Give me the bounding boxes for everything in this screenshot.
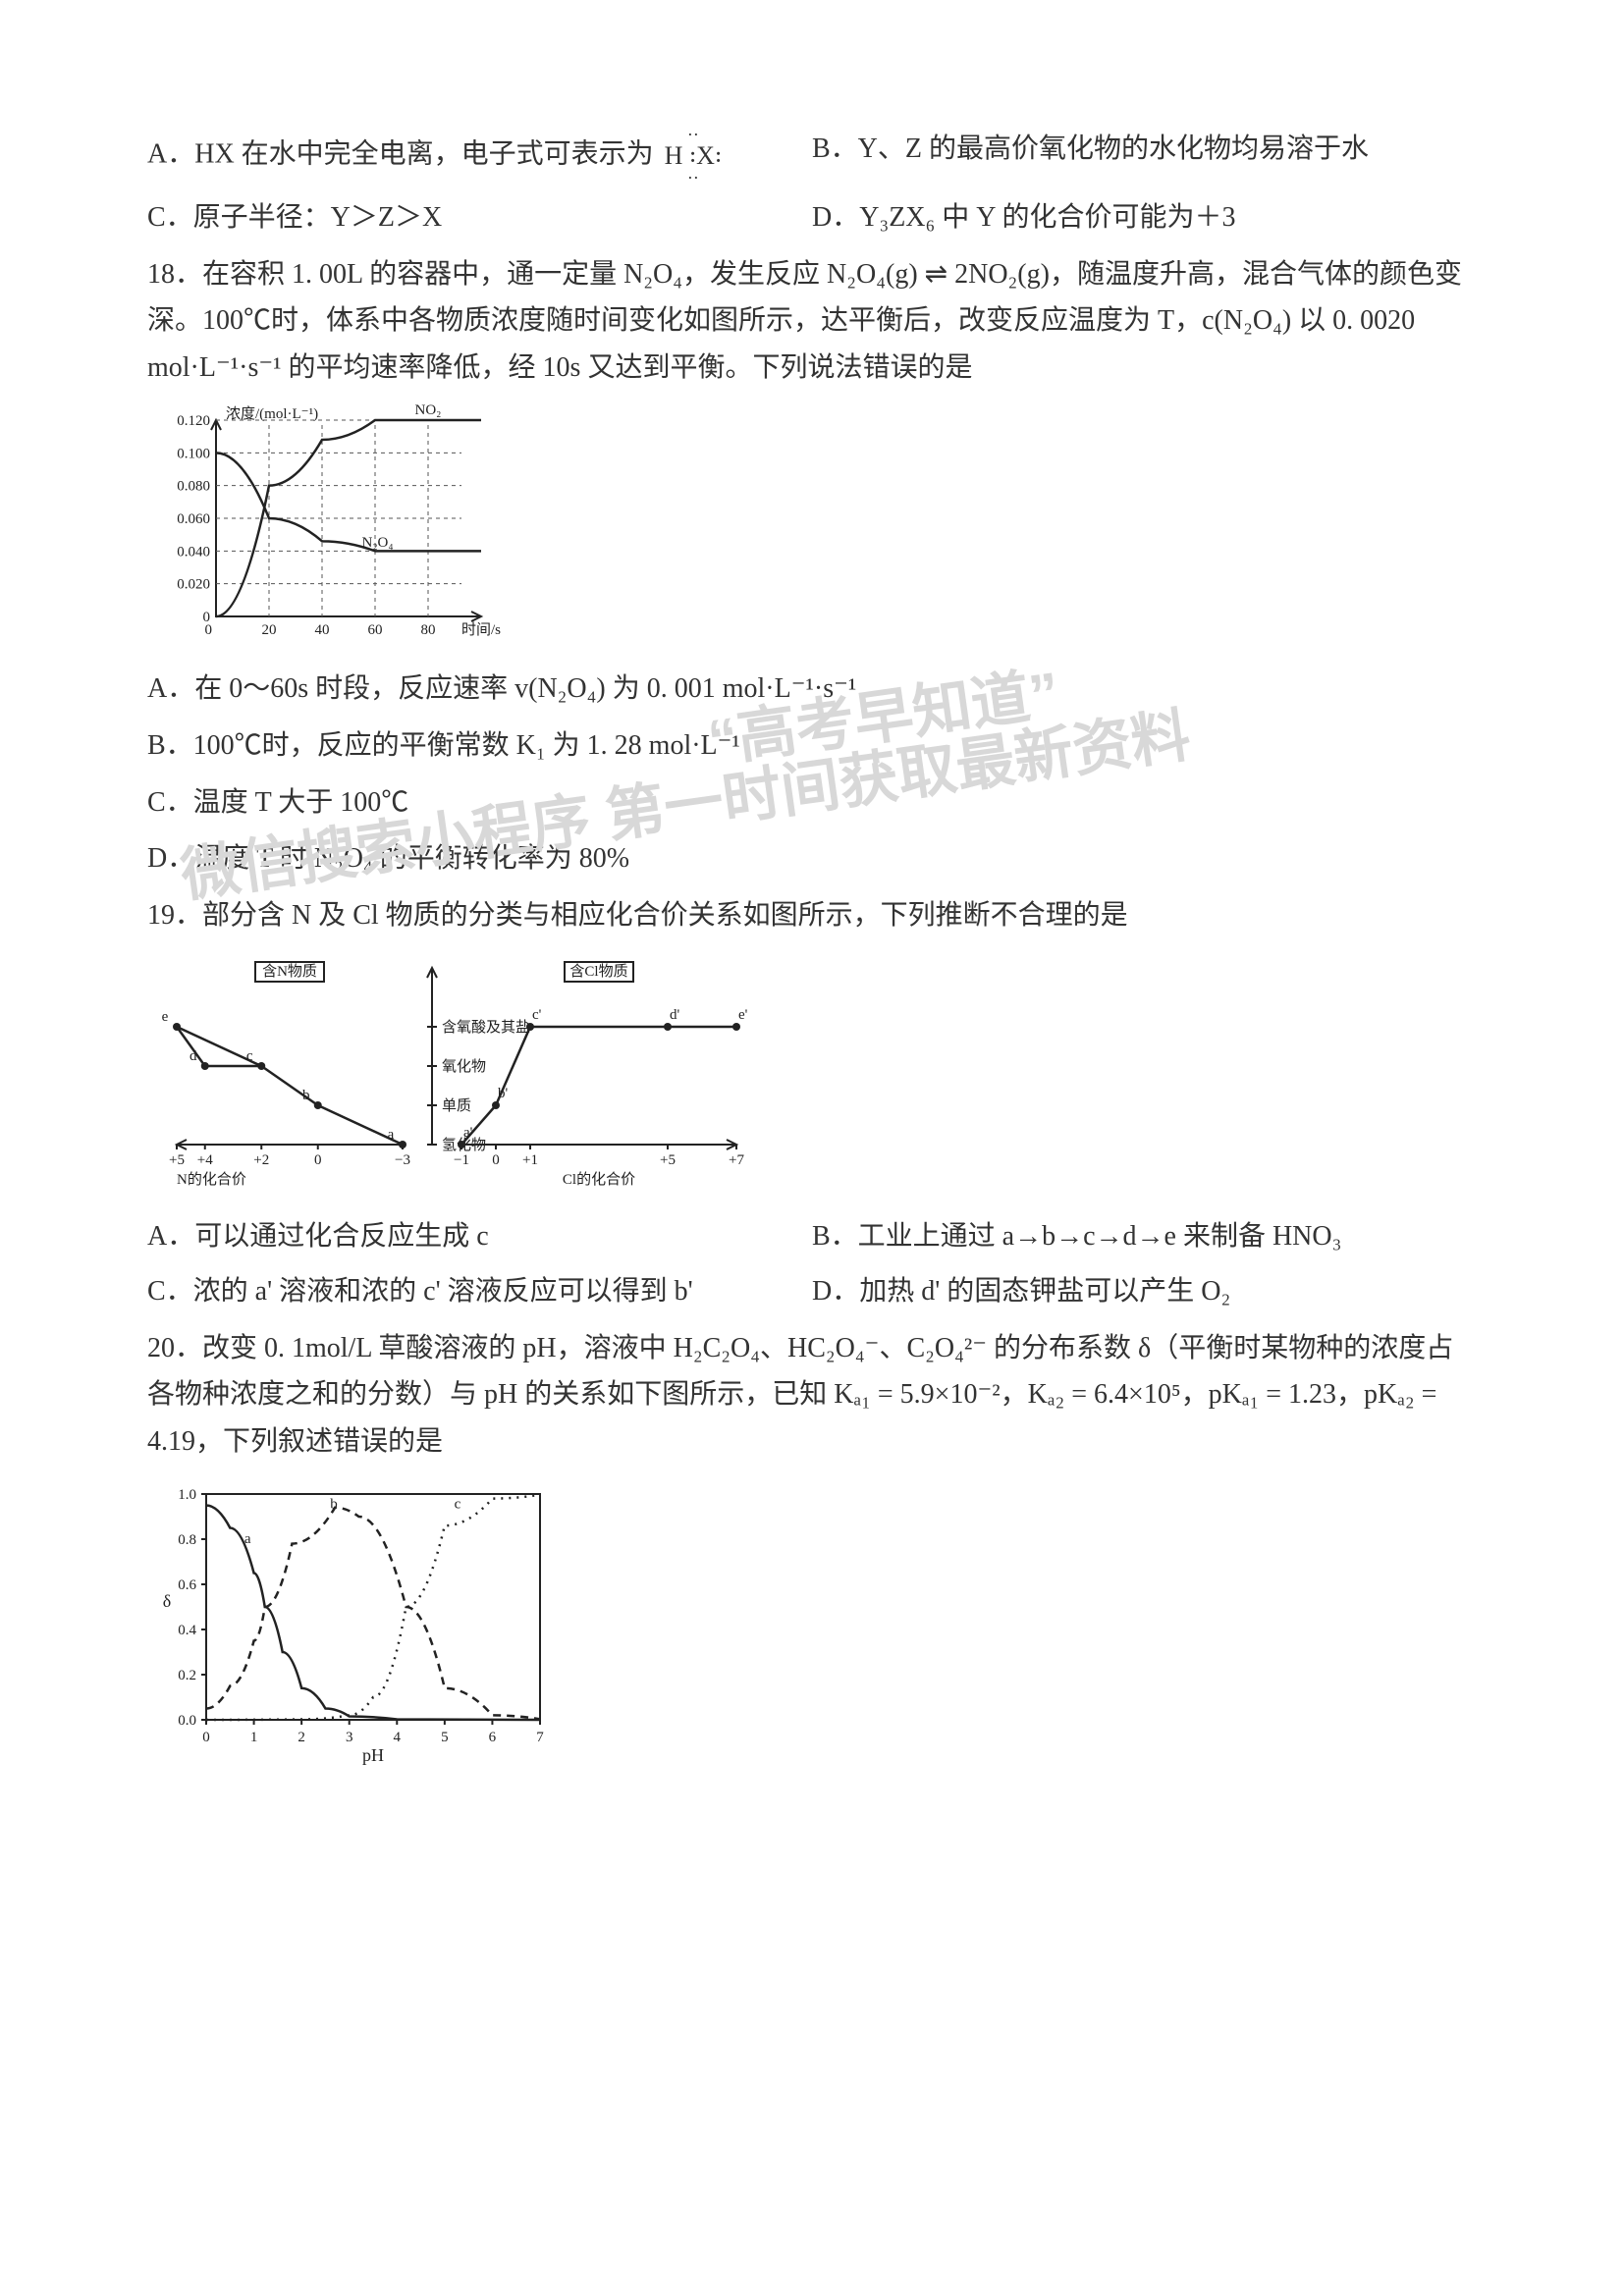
q18-option-a: A．在 0～60s 时段，反应速率 v(N₂O₄) 为 0. 001 mol·L… bbox=[147, 666, 1477, 713]
svg-text:1.0: 1.0 bbox=[178, 1487, 196, 1503]
svg-text:−3: −3 bbox=[395, 1152, 410, 1168]
q17-option-c: C．原子半径：Y＞Z＞X bbox=[147, 194, 812, 241]
svg-text:+2: +2 bbox=[253, 1152, 269, 1168]
q17-a-pre: A．HX 在水中完全电离，电子式可表示为 bbox=[147, 138, 654, 169]
svg-text:含Cl物质: 含Cl物质 bbox=[569, 963, 627, 980]
svg-text:δ: δ bbox=[163, 1591, 171, 1611]
lewis-structure: ·· H ꞉X꞉ ·· bbox=[661, 126, 727, 187]
q17-row-cd: C．原子半径：Y＞Z＞X D．Y₃ZX₆ 中 Y 的化合价可能为＋3 bbox=[147, 194, 1477, 241]
svg-text:pH: pH bbox=[362, 1745, 384, 1765]
svg-text:0.0: 0.0 bbox=[178, 1713, 196, 1729]
q17-option-b: B．Y、Z 的最高价氧化物的水化物均易溶于水 bbox=[812, 126, 1477, 187]
q17-row-ab: A．HX 在水中完全电离，电子式可表示为 ·· H ꞉X꞉ ·· B．Y、Z 的… bbox=[147, 126, 1477, 187]
svg-text:6: 6 bbox=[489, 1730, 497, 1745]
svg-text:d': d' bbox=[670, 1007, 680, 1023]
lewis-mid: H ꞉X꞉ bbox=[665, 143, 723, 169]
svg-text:Cl的化合价: Cl的化合价 bbox=[563, 1171, 635, 1188]
q20-stem: 20．改变 0. 1mol/L 草酸溶液的 pH，溶液中 H₂C₂O₄、HC₂O… bbox=[147, 1325, 1477, 1466]
svg-text:0.6: 0.6 bbox=[178, 1577, 196, 1593]
svg-text:−1: −1 bbox=[454, 1152, 469, 1168]
svg-text:0.4: 0.4 bbox=[178, 1623, 196, 1638]
svg-text:N₂O₄: N₂O₄ bbox=[362, 535, 394, 551]
q17-option-d: D．Y₃ZX₆ 中 Y 的化合价可能为＋3 bbox=[812, 194, 1477, 241]
svg-text:0.120: 0.120 bbox=[177, 413, 210, 429]
svg-text:+4: +4 bbox=[197, 1152, 213, 1168]
svg-text:0.020: 0.020 bbox=[177, 577, 210, 593]
q19-option-d: D．加热 d' 的固态钾盐可以产生 O₂ bbox=[812, 1268, 1477, 1315]
q19-option-b: B．工业上通过 a→b→c→d→e 来制备 HNO₃ bbox=[812, 1213, 1477, 1260]
svg-text:0.040: 0.040 bbox=[177, 545, 210, 561]
q19-stem: 19．部分含 N 及 Cl 物质的分类与相应化合价关系如图所示，下列推断不合理的… bbox=[147, 892, 1477, 939]
svg-text:+5: +5 bbox=[660, 1152, 676, 1168]
svg-text:4: 4 bbox=[394, 1730, 402, 1745]
svg-text:20: 20 bbox=[262, 622, 277, 638]
q18-option-d: D．温度 T 时 N₂O₄ 的平衡转化率为 80% bbox=[147, 835, 1477, 882]
svg-text:e: e bbox=[162, 1009, 169, 1025]
q18-option-b: B．100℃时，反应的平衡常数 K₁ 为 1. 28 mol·L⁻¹ bbox=[147, 722, 1477, 770]
svg-text:NO₂: NO₂ bbox=[415, 402, 442, 418]
q18-chart: 00.0200.0400.0600.0800.1000.120204060800… bbox=[147, 400, 501, 656]
svg-text:0: 0 bbox=[314, 1152, 322, 1168]
svg-text:3: 3 bbox=[346, 1730, 353, 1745]
svg-text:a: a bbox=[244, 1531, 251, 1547]
q18-option-c: C．温度 T 大于 100℃ bbox=[147, 779, 1477, 827]
svg-text:0: 0 bbox=[205, 622, 213, 638]
q19-chart: 含氧酸及其盐氧化物单质氢化物+5+4+20−3N的化合价−10+1+5+7Cl的… bbox=[147, 948, 756, 1203]
svg-text:c: c bbox=[455, 1497, 461, 1513]
svg-text:0.100: 0.100 bbox=[177, 447, 210, 462]
svg-text:60: 60 bbox=[368, 622, 383, 638]
svg-text:0.8: 0.8 bbox=[178, 1532, 196, 1548]
svg-text:+5: +5 bbox=[169, 1152, 185, 1168]
svg-text:N的化合价: N的化合价 bbox=[177, 1171, 246, 1188]
svg-text:40: 40 bbox=[315, 622, 330, 638]
svg-text:+7: +7 bbox=[729, 1152, 744, 1168]
svg-text:浓度/(mol·L⁻¹): 浓度/(mol·L⁻¹) bbox=[226, 405, 318, 422]
svg-text:b: b bbox=[330, 1497, 338, 1513]
q19-row-ab: A．可以通过化合反应生成 c B．工业上通过 a→b→c→d→e 来制备 HNO… bbox=[147, 1213, 1477, 1260]
q19-row-cd: C．浓的 a' 溶液和浓的 c' 溶液反应可以得到 b' D．加热 d' 的固态… bbox=[147, 1268, 1477, 1315]
q17-option-a: A．HX 在水中完全电离，电子式可表示为 ·· H ꞉X꞉ ·· bbox=[147, 126, 812, 187]
svg-text:0: 0 bbox=[202, 1730, 210, 1745]
q19-option-a: A．可以通过化合反应生成 c bbox=[147, 1213, 812, 1260]
q20-chart: 0.0 0.2 0.4 0.6 0.8 1.0 0 1 2 3 4 5 6 7 δ pH a b c bbox=[147, 1474, 560, 1769]
svg-text:0: 0 bbox=[492, 1152, 500, 1168]
svg-text:时间/s: 时间/s bbox=[461, 621, 501, 638]
svg-text:0.2: 0.2 bbox=[178, 1668, 196, 1683]
q19-option-c: C．浓的 a' 溶液和浓的 c' 溶液反应可以得到 b' bbox=[147, 1268, 812, 1315]
svg-text:含N物质: 含N物质 bbox=[262, 963, 317, 980]
q18-stem: 18．在容积 1. 00L 的容器中，通一定量 N₂O₄，发生反应 N₂O₄(g… bbox=[147, 251, 1477, 392]
svg-text:氧化物: 氧化物 bbox=[442, 1058, 486, 1075]
svg-text:7: 7 bbox=[536, 1730, 544, 1745]
lewis-bot: ·· bbox=[665, 169, 723, 187]
svg-text:单质: 单质 bbox=[442, 1097, 471, 1114]
svg-text:80: 80 bbox=[421, 622, 436, 638]
svg-text:0.080: 0.080 bbox=[177, 479, 210, 495]
svg-text:5: 5 bbox=[441, 1730, 449, 1745]
svg-text:1: 1 bbox=[250, 1730, 257, 1745]
svg-text:含氧酸及其盐: 含氧酸及其盐 bbox=[442, 1019, 530, 1036]
svg-text:2: 2 bbox=[298, 1730, 305, 1745]
svg-text:+1: +1 bbox=[522, 1152, 538, 1168]
svg-text:c': c' bbox=[532, 1007, 542, 1023]
svg-text:0.060: 0.060 bbox=[177, 511, 210, 527]
svg-text:e': e' bbox=[738, 1007, 748, 1023]
